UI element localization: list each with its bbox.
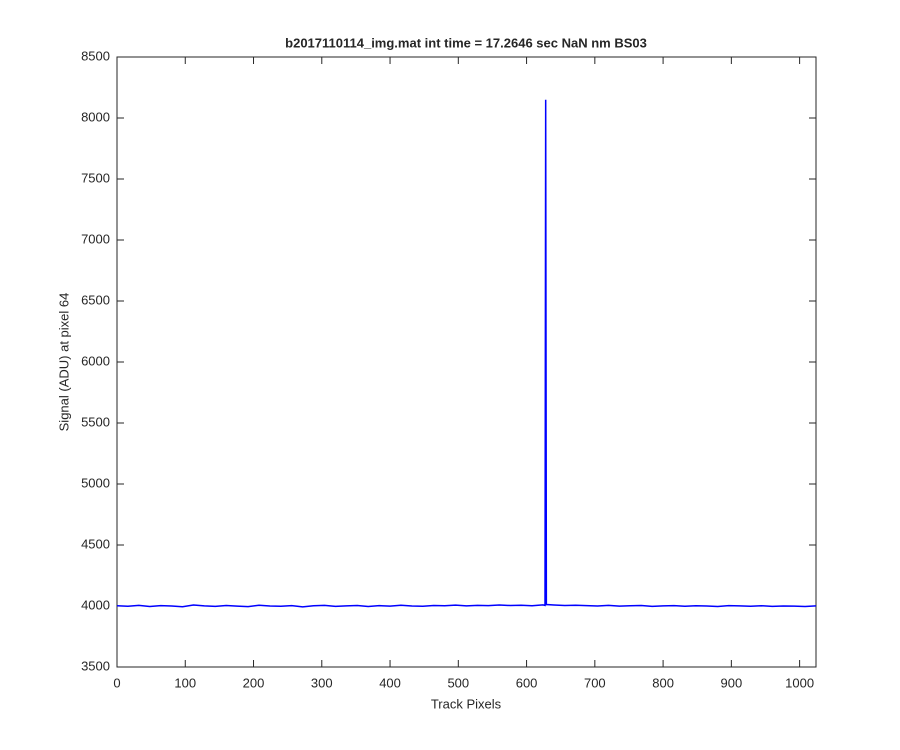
y-tick-label: 6000 — [81, 353, 110, 368]
y-tick-label: 7500 — [81, 170, 110, 185]
x-tick-label: 300 — [311, 675, 333, 690]
x-tick-label: 500 — [447, 675, 469, 690]
x-tick-label: 800 — [652, 675, 674, 690]
y-tick-label: 3500 — [81, 658, 110, 673]
x-axis-label: Track Pixels — [431, 696, 502, 711]
x-tick-label: 900 — [721, 675, 743, 690]
y-tick-label: 8000 — [81, 109, 110, 124]
x-tick-label: 200 — [243, 675, 265, 690]
y-tick-label: 4500 — [81, 536, 110, 551]
y-tick-label: 4000 — [81, 597, 110, 612]
x-tick-label: 0 — [113, 675, 120, 690]
chart-title: b2017110114_img.mat int time = 17.2646 s… — [285, 35, 647, 50]
y-tick-label: 6500 — [81, 292, 110, 307]
x-tick-label: 600 — [516, 675, 538, 690]
y-tick-label: 5000 — [81, 475, 110, 490]
y-tick-label: 7000 — [81, 231, 110, 246]
y-axis-label: Signal (ADU) at pixel 64 — [56, 293, 71, 432]
y-tick-label: 5500 — [81, 414, 110, 429]
x-tick-label: 100 — [174, 675, 196, 690]
x-tick-label: 1000 — [785, 675, 814, 690]
x-tick-label: 700 — [584, 675, 606, 690]
y-tick-label: 8500 — [81, 48, 110, 63]
x-tick-label: 400 — [379, 675, 401, 690]
data-line — [116, 99, 817, 608]
